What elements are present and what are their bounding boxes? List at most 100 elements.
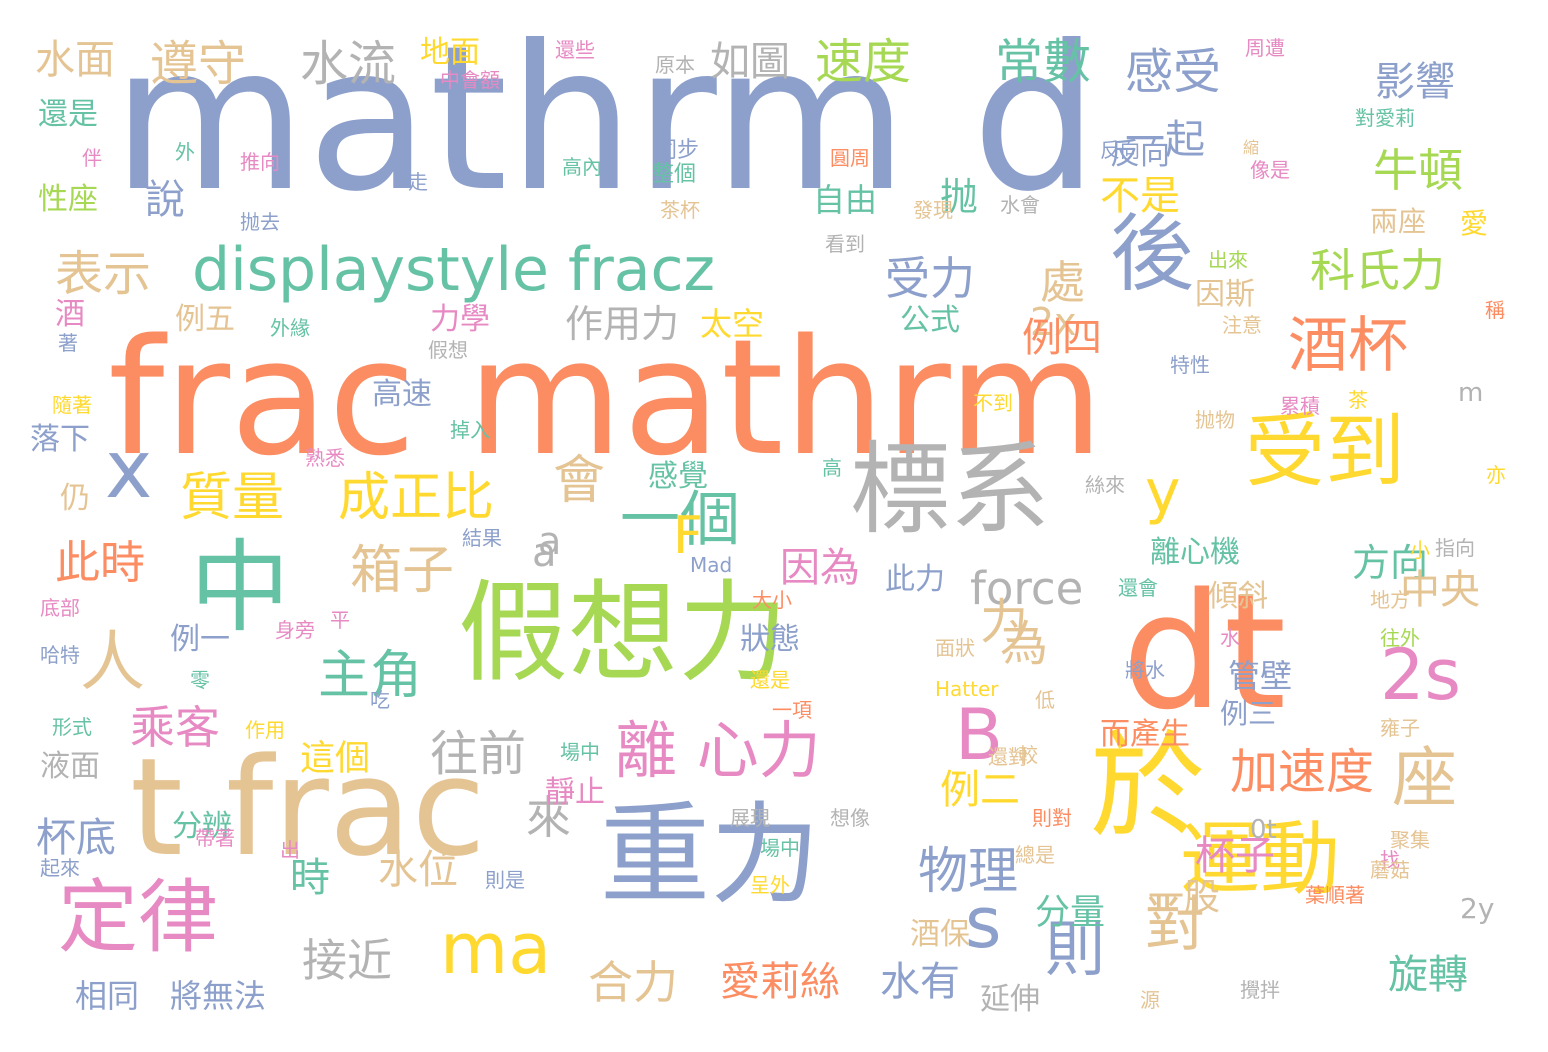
- word: 分量: [1035, 893, 1106, 933]
- word: 亦: [1486, 463, 1506, 487]
- word: 茶: [1348, 388, 1368, 412]
- word: 高速: [372, 377, 432, 412]
- word: 抛去: [240, 210, 280, 234]
- word: 看到: [825, 232, 865, 256]
- word: 一個: [620, 485, 740, 555]
- word: 時: [290, 855, 330, 901]
- word: 指向: [1435, 536, 1475, 560]
- word: 場中: [760, 836, 800, 860]
- word: 則: [1045, 915, 1105, 985]
- word: 乘客: [130, 701, 221, 754]
- word: 合力: [588, 956, 679, 1009]
- word: 想像: [830, 806, 870, 830]
- word: 水有: [880, 959, 960, 1005]
- word: 感覺: [648, 459, 708, 494]
- word: 源: [1140, 988, 1160, 1012]
- word: 定律: [58, 871, 218, 964]
- word: 管壁: [1228, 657, 1293, 695]
- word: 主角: [318, 646, 423, 706]
- word: y: [1145, 457, 1181, 527]
- word: 一項: [772, 698, 812, 722]
- word: 結果: [462, 526, 502, 550]
- word: 較: [1018, 743, 1038, 767]
- word: 速度: [815, 34, 912, 90]
- word: 帶著: [195, 826, 235, 850]
- word: t frac: [130, 729, 486, 886]
- word: x: [105, 423, 153, 516]
- word: 茶杯: [660, 198, 700, 222]
- word: 平: [330, 608, 350, 632]
- word: 伴: [82, 146, 102, 170]
- word: 質量: [180, 468, 285, 528]
- word: 離 心力: [615, 714, 821, 787]
- word: 隨著: [52, 393, 92, 417]
- word: 2x: [1030, 300, 1077, 344]
- word: 累積: [1280, 394, 1320, 418]
- word: 總是: [1015, 843, 1055, 867]
- word: 地方: [1370, 588, 1410, 612]
- word: 稱: [1485, 298, 1505, 322]
- word: 離心機: [1150, 535, 1240, 570]
- word: 縮: [1243, 138, 1260, 157]
- word: 一起: [1125, 117, 1205, 163]
- word: 遵守: [150, 36, 247, 92]
- word: 著: [58, 331, 78, 355]
- word: 蘑菇: [1370, 858, 1410, 882]
- word: 找: [1380, 848, 1400, 872]
- word: 身旁: [275, 618, 315, 642]
- word: 假想: [428, 338, 468, 362]
- word: a: [532, 530, 557, 576]
- word: 零: [190, 668, 210, 692]
- word: 於: [1090, 720, 1206, 854]
- word: 雍子: [1380, 716, 1420, 740]
- word: 仍: [60, 481, 90, 516]
- word: 形式: [52, 715, 92, 739]
- word: 往外: [1380, 626, 1420, 650]
- word: 如圖: [710, 39, 790, 85]
- word: 抛物: [1195, 408, 1235, 432]
- word: 例三: [1220, 697, 1277, 730]
- word: 旋轉: [1388, 952, 1468, 998]
- word: 作用: [245, 718, 285, 742]
- word: 愛: [1460, 207, 1489, 240]
- word: 科氏力: [1310, 244, 1446, 297]
- word: 呈外: [750, 873, 790, 897]
- word: 將無法: [170, 977, 267, 1015]
- word: 例一: [170, 622, 230, 657]
- word: 接近: [302, 934, 393, 987]
- word: 原本: [655, 53, 695, 77]
- word: 杯子: [1195, 833, 1275, 879]
- word: 則是: [485, 868, 525, 892]
- word: 表示: [55, 246, 152, 302]
- word: 抛: [940, 175, 979, 219]
- word: 物理: [918, 842, 1018, 900]
- word: 水會: [1000, 193, 1040, 217]
- word: 靜止: [545, 775, 605, 810]
- word: 不到: [973, 391, 1013, 415]
- word: 此力: [885, 562, 945, 597]
- word: 重力: [600, 791, 820, 919]
- word: m: [1458, 378, 1484, 408]
- word: 水流: [300, 36, 397, 92]
- word: 成正比: [338, 468, 495, 528]
- word: 往前: [430, 726, 527, 782]
- word: 方向: [1352, 541, 1429, 585]
- word: 發現: [913, 198, 953, 222]
- word: 例四: [1022, 315, 1102, 361]
- word: Hatter: [935, 677, 999, 701]
- word: 人: [80, 625, 146, 700]
- word: 影響: [1375, 59, 1455, 105]
- word: 落下: [30, 422, 90, 457]
- word: 酒保: [910, 917, 970, 952]
- word: 後: [1110, 205, 1195, 303]
- word: 哈特: [40, 643, 80, 667]
- word: frac mathrm: [108, 304, 1104, 491]
- word: 外緣: [270, 316, 310, 340]
- word: 高: [822, 456, 842, 480]
- word: 反向: [1110, 137, 1170, 172]
- word: 自由: [813, 181, 878, 219]
- word: 酒: [55, 297, 85, 332]
- word: 對: [1145, 890, 1205, 960]
- word: 兩座: [1370, 205, 1427, 238]
